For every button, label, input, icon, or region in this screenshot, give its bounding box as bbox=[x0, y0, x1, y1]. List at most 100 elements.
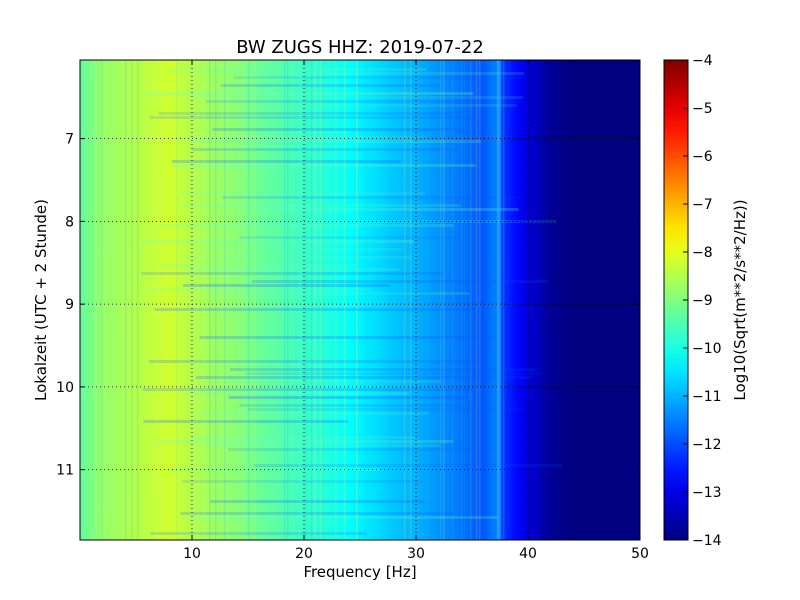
frequency-line bbox=[320, 60, 322, 540]
colorbar-tick-label: −10 bbox=[692, 341, 722, 357]
frequency-line bbox=[305, 60, 307, 540]
time-band bbox=[142, 240, 414, 243]
time-band bbox=[188, 268, 400, 271]
time-band bbox=[169, 68, 428, 71]
frequency-line bbox=[104, 60, 106, 540]
time-band bbox=[182, 256, 411, 259]
time-band bbox=[155, 440, 454, 443]
time-band bbox=[158, 112, 463, 115]
frequency-line bbox=[455, 60, 457, 540]
time-band bbox=[235, 220, 557, 223]
frequency-line bbox=[344, 60, 346, 540]
frequency-line bbox=[146, 60, 148, 540]
colorbar-tick-label: −12 bbox=[692, 437, 722, 453]
grid-lines bbox=[80, 60, 640, 540]
time-band bbox=[189, 140, 481, 143]
frequency-line bbox=[443, 60, 445, 540]
y-tick-label: 10 bbox=[56, 380, 74, 396]
time-band bbox=[228, 396, 468, 399]
colorbar-tick-label: −8 bbox=[692, 245, 713, 261]
colorbar-tick-label: −5 bbox=[692, 101, 713, 117]
time-band bbox=[192, 148, 459, 151]
chart-title: BW ZUGS HHZ: 2019-07-22 bbox=[236, 37, 484, 58]
time-band bbox=[230, 368, 536, 371]
frequency-line bbox=[125, 60, 127, 540]
time-band bbox=[186, 516, 499, 519]
y-tick-label: 8 bbox=[65, 214, 74, 230]
time-band bbox=[196, 376, 531, 379]
frequency-line bbox=[323, 60, 325, 540]
frequency-line bbox=[242, 60, 244, 540]
time-band bbox=[199, 248, 403, 251]
frequency-line bbox=[137, 60, 139, 540]
frequency-line bbox=[221, 60, 223, 540]
frequency-line bbox=[251, 60, 253, 540]
frequency-line bbox=[155, 60, 157, 540]
time-band bbox=[206, 100, 497, 103]
frequency-line bbox=[461, 60, 463, 540]
colorbar-tick-label: −14 bbox=[692, 533, 722, 549]
colorbar-label: Log10(Sqrt(m**2/s**2/Hz)) bbox=[731, 199, 749, 400]
time-band bbox=[239, 404, 461, 407]
time-band bbox=[199, 336, 495, 339]
y-axis: 7 8 9 10 11 bbox=[56, 132, 640, 479]
time-band bbox=[171, 160, 401, 163]
frequency-line bbox=[410, 60, 412, 540]
x-axis: 10 20 30 40 50 bbox=[183, 60, 649, 562]
frequency-line bbox=[95, 60, 97, 540]
frequency-line-37hz bbox=[496, 60, 501, 540]
time-band bbox=[188, 436, 416, 439]
frequency-line bbox=[476, 60, 478, 540]
time-band bbox=[159, 264, 356, 267]
frequency-line bbox=[284, 60, 286, 540]
time-band bbox=[198, 412, 430, 415]
frequency-line bbox=[428, 60, 430, 540]
time-band bbox=[172, 164, 476, 167]
frequency-line bbox=[389, 60, 391, 540]
time-band bbox=[193, 96, 524, 99]
time-band bbox=[212, 292, 470, 295]
frequency-line bbox=[227, 60, 229, 540]
colorbar-tick-label: −4 bbox=[692, 53, 713, 69]
frequency-line bbox=[287, 60, 289, 540]
time-band bbox=[239, 236, 460, 239]
time-band bbox=[180, 512, 455, 515]
colorbar: −4 −5 −6 −7 −8 −9 −10 −11 −12 −13 −14 Log10(Sqrt(m… bbox=[663, 53, 749, 549]
time-band bbox=[227, 448, 493, 451]
frequency-line bbox=[197, 60, 199, 540]
frequency-line bbox=[245, 60, 247, 540]
frequency-line bbox=[314, 60, 316, 540]
frequency-line bbox=[470, 60, 472, 540]
frequency-line bbox=[356, 60, 358, 540]
colorbar-tick-label: −13 bbox=[692, 485, 722, 501]
x-tick-label: 30 bbox=[407, 546, 425, 562]
x-tick-label: 50 bbox=[631, 546, 649, 562]
time-band bbox=[142, 388, 473, 391]
time-band bbox=[149, 116, 476, 119]
frequency-line bbox=[158, 60, 160, 540]
colorbar-tick-label: −6 bbox=[692, 149, 713, 165]
time-band bbox=[183, 284, 390, 287]
spectrogram-texture bbox=[95, 60, 562, 540]
y-axis-label: Lokalzeit (UTC + 2 Stunde) bbox=[32, 199, 50, 401]
time-band bbox=[149, 360, 482, 363]
frequency-line bbox=[452, 60, 454, 540]
spectrogram-base bbox=[80, 60, 640, 540]
time-band bbox=[210, 500, 425, 503]
time-band bbox=[182, 480, 424, 483]
frequency-line bbox=[131, 60, 133, 540]
time-band bbox=[154, 308, 477, 311]
frequency-line bbox=[311, 60, 313, 540]
time-band bbox=[221, 380, 441, 383]
frequency-line bbox=[413, 60, 415, 540]
y-tick-label: 7 bbox=[65, 132, 74, 148]
x-tick-label: 40 bbox=[519, 546, 537, 562]
frequency-line bbox=[503, 60, 505, 540]
frequency-line bbox=[464, 60, 466, 540]
time-band bbox=[251, 280, 549, 283]
colorbar-tick-label: −9 bbox=[692, 293, 713, 309]
time-band bbox=[258, 208, 519, 211]
time-band bbox=[245, 372, 543, 375]
